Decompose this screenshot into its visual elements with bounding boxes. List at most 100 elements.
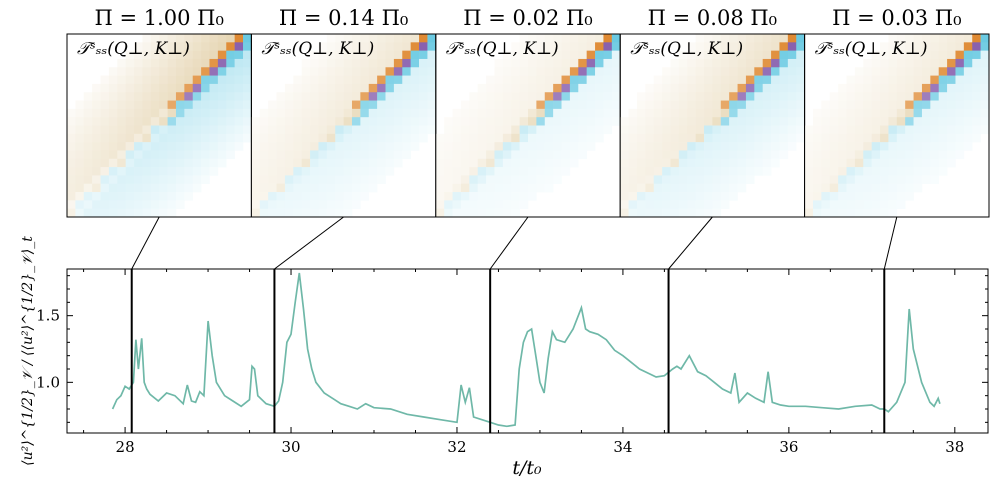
heatmap-cell — [754, 42, 763, 51]
heatmap-cell — [578, 34, 587, 43]
heatmap-cell — [243, 92, 252, 101]
heatmap-cell — [209, 50, 219, 60]
heatmap-cell — [804, 192, 814, 201]
heatmap-cell — [636, 142, 646, 151]
heatmap-cell — [494, 83, 504, 93]
heatmap-cell — [913, 50, 923, 60]
heatmap-cell — [301, 158, 311, 168]
heatmap-cell — [192, 142, 202, 151]
heatmap-cell — [318, 108, 328, 118]
heatmap-panel-3: 𝒯ˢₛₛ(Q⊥, K⊥)Π = 0.02 Π₀ — [435, 6, 621, 218]
heatmap-cell — [645, 108, 655, 118]
heatmap-cell — [167, 58, 177, 68]
heatmap-panel-4: 𝒯ˢₛₛ(Q⊥, K⊥)Π = 0.08 Π₀ — [619, 6, 806, 218]
heatmap-cell — [620, 208, 629, 218]
heatmap-cell — [117, 183, 126, 193]
heatmap-cell — [704, 125, 713, 135]
heatmap-cell — [880, 208, 889, 218]
heatmap-cell — [92, 133, 101, 143]
heatmap-cell — [528, 83, 537, 93]
heatmap-cell — [628, 200, 638, 209]
heatmap-cell — [150, 58, 160, 68]
heatmap-cell — [771, 142, 780, 151]
heatmap-cell — [184, 183, 194, 193]
heatmap-cell — [192, 117, 202, 126]
heatmap-cell — [603, 125, 613, 135]
heatmap-cell — [435, 150, 445, 160]
heatmap-cell — [569, 117, 579, 126]
heatmap-cell — [217, 75, 227, 85]
heatmap-cell — [712, 150, 722, 160]
heatmap-cell — [167, 92, 177, 101]
heatmap-cell — [427, 50, 437, 60]
heatmap-cell — [310, 200, 319, 209]
heatmap-cell — [192, 108, 202, 118]
heatmap-cell — [142, 83, 152, 93]
heatmap-cell — [871, 100, 881, 110]
heatmap-cell — [427, 34, 437, 43]
heatmap-cell — [980, 117, 990, 126]
heatmap-cell — [134, 158, 143, 168]
heatmap-cell — [427, 108, 437, 118]
heatmap-cell — [351, 125, 361, 135]
heatmap-cell — [930, 100, 940, 110]
heatmap-cell — [393, 58, 403, 68]
heatmap-cell — [871, 58, 881, 68]
heatmap-cell — [159, 200, 168, 209]
heatmap-cell — [662, 158, 671, 168]
heatmap-cell — [896, 125, 906, 135]
heatmap-cell — [595, 83, 604, 93]
heatmap-cell — [326, 150, 336, 160]
heatmap-cell — [553, 125, 562, 135]
heatmap-cell — [544, 67, 554, 76]
heatmap-cell — [268, 150, 277, 160]
heatmap-cell — [402, 125, 411, 135]
heatmap-cell — [167, 42, 177, 51]
heatmap-cell — [351, 108, 361, 118]
heatmap-cell — [829, 108, 839, 118]
heatmap-cell — [980, 58, 990, 68]
heatmap-cell — [108, 158, 118, 168]
heatmap-cell — [544, 83, 554, 93]
heatmap-cell — [796, 42, 805, 51]
heatmap-cell — [351, 92, 361, 101]
heatmap-cell — [201, 92, 210, 101]
heatmap-cell — [754, 100, 763, 110]
heatmap-cell — [251, 192, 261, 201]
heatmap-cell — [787, 117, 797, 126]
heatmap-cell — [854, 117, 864, 126]
heatmap-cell — [930, 83, 940, 93]
heatmap-cell — [871, 117, 881, 126]
heatmap-cell — [905, 133, 914, 143]
heatmap-cell — [829, 142, 839, 151]
heatmap-cell — [812, 142, 822, 151]
heatmap-cell — [704, 133, 713, 143]
heatmap-cell — [167, 133, 177, 143]
heatmap-cell — [310, 108, 319, 118]
heatmap-cell — [712, 108, 722, 118]
heatmap-cell — [276, 167, 286, 176]
heatmap-cell — [150, 183, 160, 193]
heatmap-cell — [142, 108, 152, 118]
heatmap-cell — [310, 117, 319, 126]
heatmap-cell — [310, 142, 319, 151]
x-tick-label: 36 — [779, 438, 798, 456]
heatmap-cell — [938, 167, 948, 176]
heatmap-cell — [695, 125, 705, 135]
heatmap-cell — [351, 150, 361, 160]
x-axis-label: t/t₀ — [512, 457, 542, 479]
heatmap-cell — [536, 100, 546, 110]
heatmap-cell — [92, 142, 101, 151]
heatmap-cell — [427, 125, 437, 135]
heatmap-cell — [402, 133, 411, 143]
heatmap-cell — [360, 83, 370, 93]
heatmap-cell — [603, 42, 613, 51]
heatmap-cell — [821, 108, 831, 118]
heatmap-cell — [192, 42, 202, 51]
heatmap-cell — [117, 125, 126, 135]
heatmap-cell — [75, 200, 85, 209]
time-markers — [130, 269, 886, 433]
heatmap-cell — [108, 133, 118, 143]
heatmap-cell — [452, 150, 462, 160]
heatmap-cell — [75, 208, 85, 218]
